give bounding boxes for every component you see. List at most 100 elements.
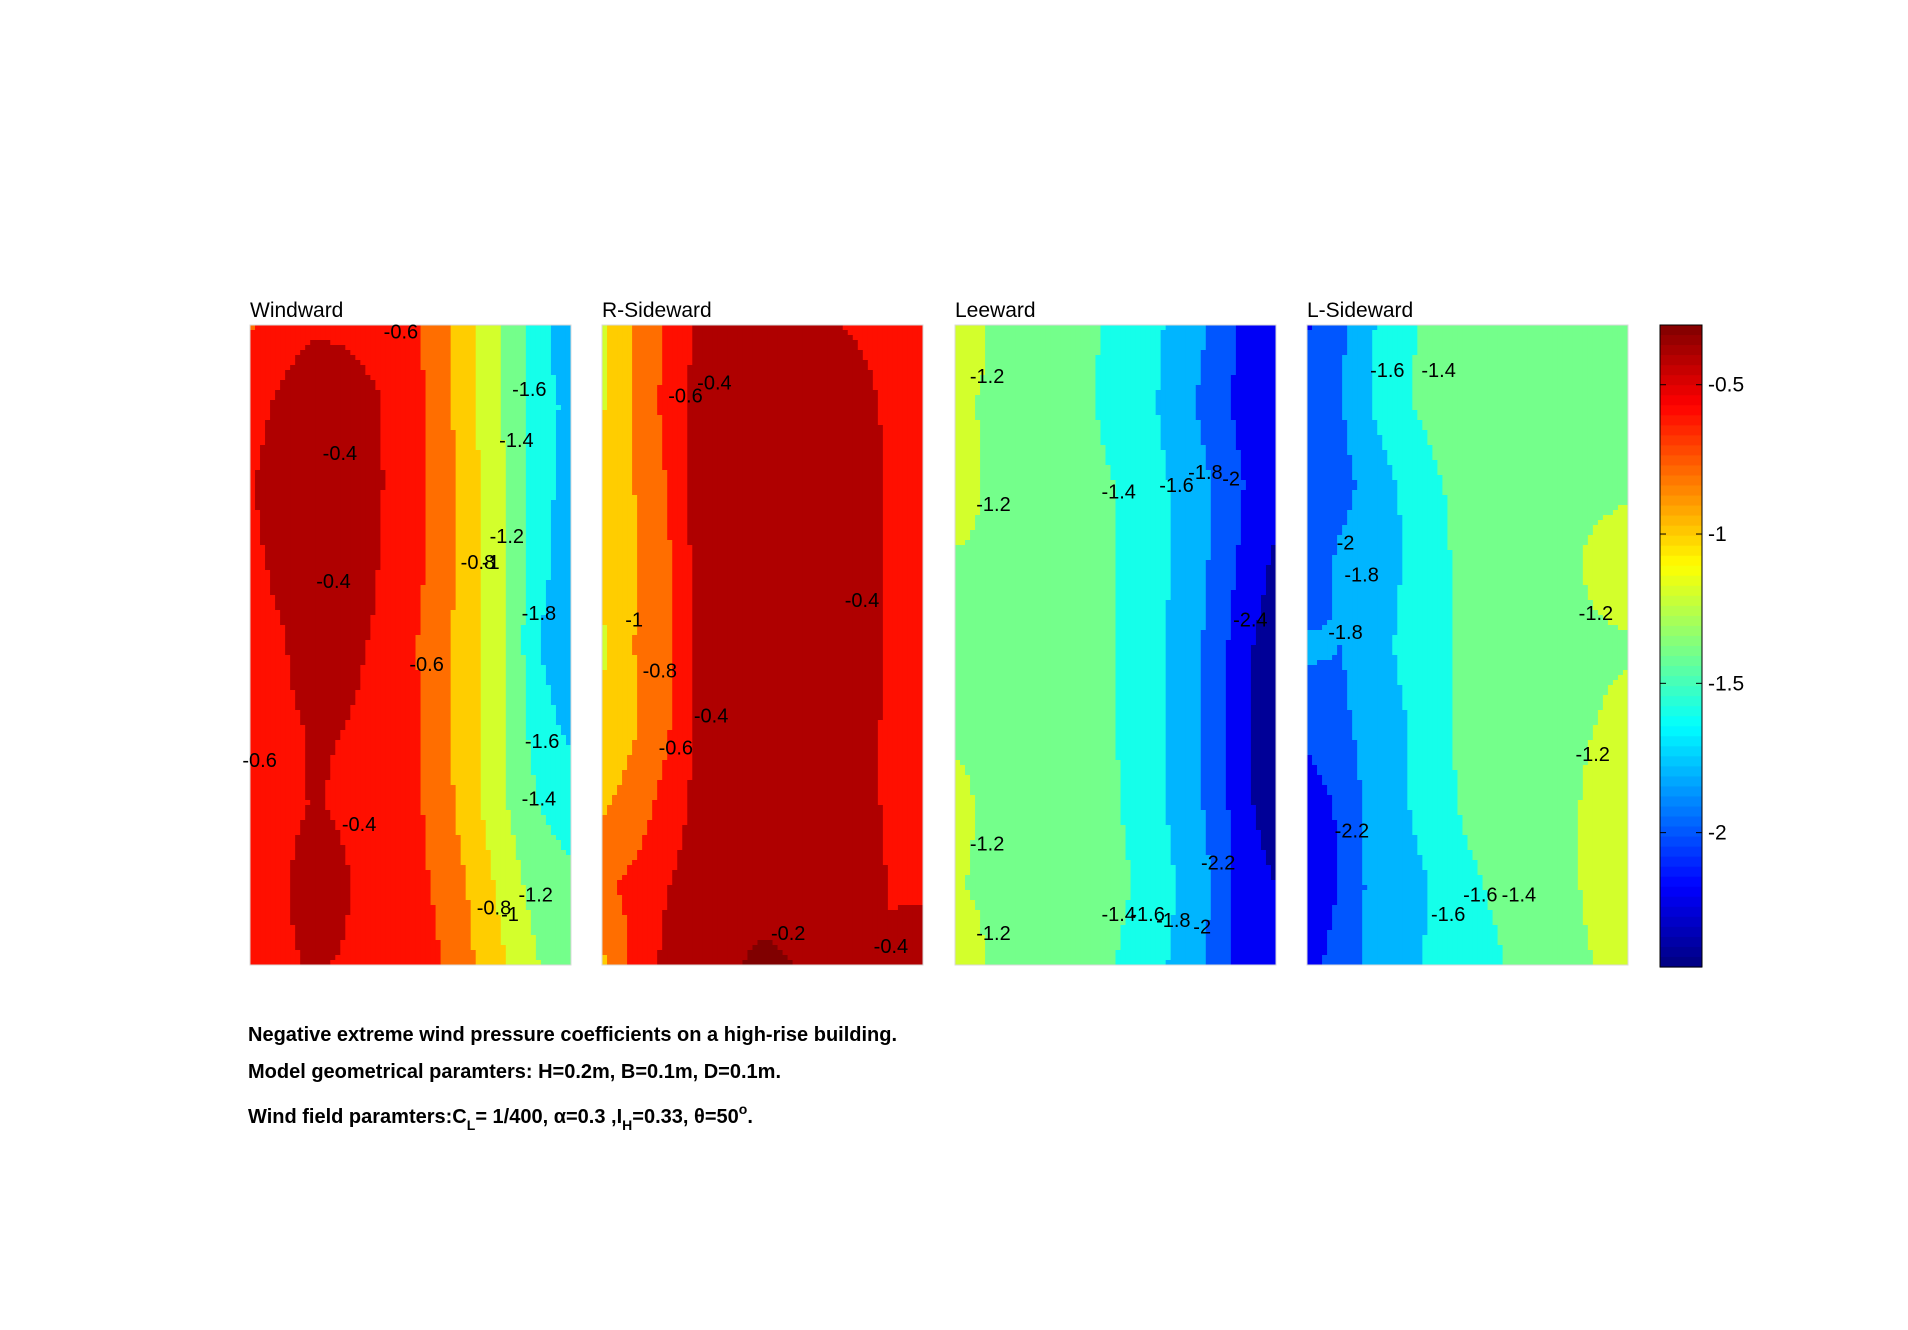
contour-cell — [295, 610, 301, 616]
contour-cell — [255, 410, 261, 416]
contour-cell — [525, 550, 532, 556]
contour-cell — [335, 435, 341, 441]
contour-cell — [265, 605, 271, 611]
contour-cell — [285, 560, 291, 566]
contour-cell — [365, 470, 371, 476]
contour-cell — [295, 680, 301, 686]
contour-cell — [315, 420, 321, 426]
contour-cell — [550, 370, 557, 376]
contour-cell — [505, 395, 512, 401]
contour-cell — [435, 420, 442, 426]
contour-cell — [310, 415, 316, 421]
contour-cell — [490, 565, 497, 571]
contour-cell — [530, 660, 537, 666]
contour-cell — [290, 455, 296, 461]
contour-cell — [275, 705, 281, 711]
contour-cell — [360, 390, 366, 396]
contour-cell — [525, 425, 532, 431]
contour-cell — [525, 645, 532, 651]
contour-cell — [295, 520, 301, 526]
contour-cell — [375, 475, 382, 481]
contour-cell — [480, 485, 487, 491]
contour-cell — [440, 590, 447, 596]
contour-cell — [400, 680, 407, 686]
contour-cell — [530, 450, 537, 456]
contour-cell — [505, 420, 512, 426]
contour-cell — [520, 390, 527, 396]
contour-cell — [440, 350, 447, 356]
contour-cell — [330, 455, 336, 461]
contour-cell — [565, 605, 571, 611]
contour-cell — [280, 590, 286, 596]
contour-cell — [410, 590, 417, 596]
contour-cell — [250, 595, 256, 601]
contour-cell — [295, 695, 301, 701]
contour-cell — [505, 605, 512, 611]
contour-cell — [555, 330, 562, 336]
contour-cell — [340, 415, 346, 421]
contour-cell — [295, 535, 301, 541]
contour-cell — [430, 595, 437, 601]
contour-cell — [290, 655, 296, 661]
contour-cell — [535, 405, 542, 411]
contour-cell — [555, 325, 562, 331]
contour-cell — [490, 575, 497, 581]
contour-cell — [260, 385, 266, 391]
contour-cell — [410, 550, 417, 556]
contour-cell — [430, 395, 437, 401]
contour-cell — [505, 340, 512, 346]
contour-cell — [455, 345, 462, 351]
contour-cell — [560, 615, 567, 621]
contour-cell — [540, 485, 547, 491]
contour-cell — [325, 375, 331, 381]
contour-cell — [265, 395, 271, 401]
contour-cell — [250, 460, 256, 466]
contour-cell — [510, 430, 517, 436]
contour-cell — [260, 510, 266, 516]
contour-cell — [535, 335, 542, 341]
contour-cell — [275, 325, 281, 331]
contour-cell — [480, 635, 487, 641]
contour-cell — [255, 630, 261, 636]
contour-cell — [280, 650, 286, 656]
contour-cell — [265, 345, 271, 351]
contour-cell — [325, 430, 331, 436]
contour-cell — [375, 645, 382, 651]
contour-cell — [270, 490, 276, 496]
contour-cell — [445, 660, 452, 666]
contour-cell — [510, 400, 517, 406]
contour-cell — [565, 535, 571, 541]
contour-cell — [330, 510, 336, 516]
contour-cell — [370, 595, 376, 601]
contour-cell — [550, 555, 557, 561]
contour-cell — [355, 645, 361, 651]
contour-cell — [290, 380, 296, 386]
contour-cell — [270, 450, 276, 456]
contour-cell — [455, 580, 462, 586]
contour-cell — [565, 660, 571, 666]
contour-cell — [355, 355, 361, 361]
contour-cell — [265, 425, 271, 431]
contour-cell — [355, 675, 361, 681]
contour-cell — [275, 490, 281, 496]
contour-cell — [465, 535, 472, 541]
contour-cell — [490, 385, 497, 391]
contour-cell — [455, 395, 462, 401]
contour-cell — [485, 345, 492, 351]
contour-cell — [370, 385, 376, 391]
contour-cell — [475, 660, 482, 666]
contour-cell — [330, 450, 336, 456]
contour-cell — [465, 500, 472, 506]
contour-cell — [430, 680, 437, 686]
contour-cell — [525, 450, 532, 456]
contour-cell — [450, 350, 457, 356]
contour-cell — [560, 645, 567, 651]
contour-cell — [520, 705, 527, 711]
contour-cell — [520, 430, 527, 436]
contour-cell — [440, 695, 447, 701]
contour-cell — [330, 505, 336, 511]
contour-cell — [300, 410, 306, 416]
contour-cell — [350, 560, 356, 566]
contour-cell — [250, 585, 256, 591]
contour-cell — [530, 510, 537, 516]
